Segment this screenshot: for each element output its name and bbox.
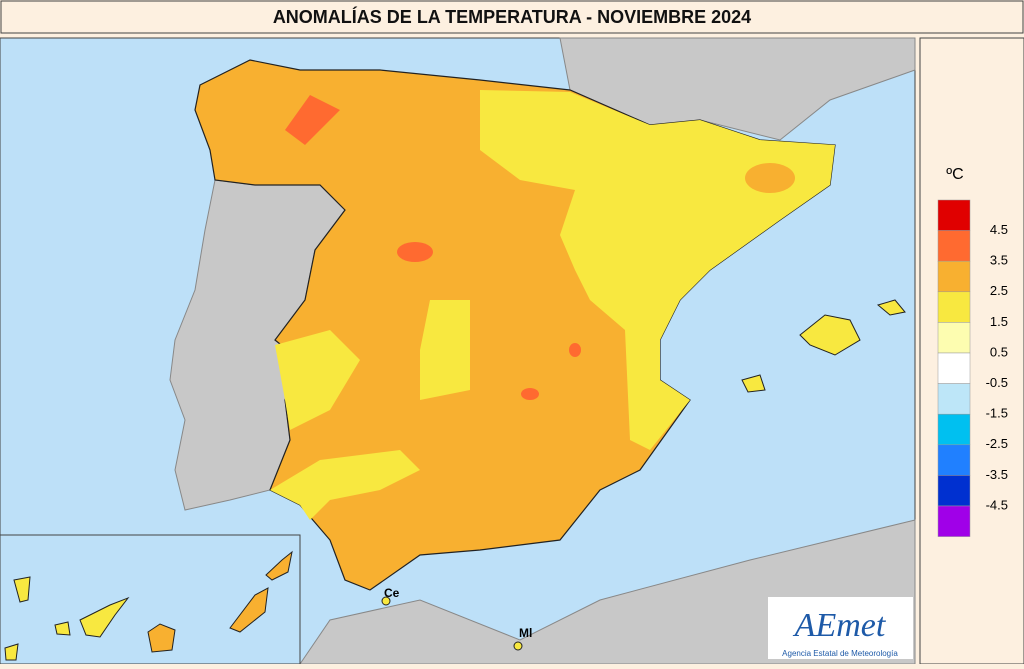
logo-subtitle: Agencia Estatal de Meteorología [782,649,898,658]
legend-label: 0.5 [990,344,1008,359]
legend-label: -0.5 [986,375,1008,390]
ibiza [741,374,766,393]
melilla-marker [513,641,523,651]
legend-swatch [937,505,971,537]
island [229,587,269,633]
hot-zone [397,242,433,262]
legend-label: 2.5 [990,283,1008,298]
island [147,623,176,653]
island [79,596,130,638]
hot-zone [521,388,539,400]
city-label: Ml [519,626,532,640]
island [4,643,19,661]
africa [299,519,916,665]
title-bar [0,0,1024,34]
ceuta-marker [381,596,391,606]
map: Ce Ml AEmet Agencia Estatal de Meteorolo… [0,37,916,665]
legend-label: 4.5 [990,222,1008,237]
legend-label: -1.5 [986,406,1008,421]
title: ANOMALÍAS DE LA TEMPERATURA - NOVIEMBRE … [273,6,751,27]
mallorca [799,314,861,356]
legend-label: -4.5 [986,497,1008,512]
legend-label: 3.5 [990,253,1008,268]
menorca [876,299,906,316]
legend-unit: ºC [946,166,963,183]
hot-zone [745,163,795,193]
logo-box [768,597,913,659]
legend-swatch [937,291,971,323]
warm-zone [275,330,360,430]
legend-swatch [937,475,971,507]
legend-label: -2.5 [986,436,1008,451]
legend-panel [919,37,1024,665]
legend-swatch [937,322,971,354]
warm-zone [420,300,470,400]
legend-label: -3.5 [986,467,1008,482]
legend-swatch [937,352,971,384]
hot-zone [569,343,581,357]
legend-swatch [937,413,971,446]
island [265,550,293,581]
hot-zone [285,95,340,145]
legend-swatch [937,444,971,476]
legend-label: 1.5 [990,314,1008,329]
legend-swatch [937,199,971,231]
legend-swatch [937,260,971,293]
legend-swatch [937,383,971,415]
island [13,576,31,603]
logo: AEmet [793,607,887,644]
legend: ºC [919,37,1024,665]
island [54,621,71,636]
city-label: Ce [384,586,400,600]
legend-swatch [937,230,971,262]
warm-zone [270,450,420,520]
